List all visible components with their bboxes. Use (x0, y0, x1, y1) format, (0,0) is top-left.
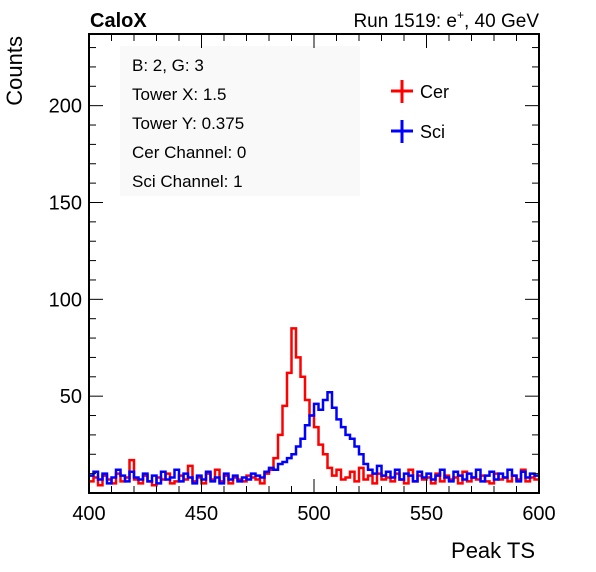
legend-label-cer: Cer (420, 82, 449, 102)
info-lines: B: 2, G: 3 Tower X: 1.5 Tower Y: 0.375 C… (132, 56, 246, 191)
y-tick-label: 100 (49, 289, 82, 311)
x-tick-label: 450 (185, 503, 218, 525)
series-layer (89, 327, 539, 487)
info-box (120, 46, 360, 196)
info-line: Sci Channel: 1 (132, 172, 243, 191)
x-tick-label: 400 (72, 503, 105, 525)
y-axis-title: Counts (2, 36, 27, 106)
x-axis-title: Peak TS (451, 538, 535, 563)
experiment-label: CaloX (90, 10, 147, 32)
info-line: Cer Channel: 0 (132, 143, 246, 162)
series-line-sci (89, 391, 539, 485)
legend-item-sci: Sci (391, 120, 445, 143)
legend: Cer Sci (391, 80, 449, 143)
x-tick-label: 550 (410, 503, 443, 525)
info-line: Tower Y: 0.375 (132, 114, 244, 133)
legend-item-cer: Cer (391, 80, 449, 103)
ticks-layer: 400 450 500 550 600 50 100 150 200 (49, 34, 556, 525)
y-tick-label: 200 (49, 96, 82, 118)
y-tick-label: 150 (49, 192, 82, 214)
x-tick-label: 600 (522, 503, 555, 525)
info-line: Tower X: 1.5 (132, 85, 227, 104)
run-info-label: Run 1519: e+, 40 GeV (353, 8, 539, 32)
info-line: B: 2, G: 3 (132, 56, 204, 75)
y-tick-label: 50 (60, 386, 82, 408)
legend-label-sci: Sci (420, 122, 445, 142)
x-tick-label: 500 (297, 503, 330, 525)
